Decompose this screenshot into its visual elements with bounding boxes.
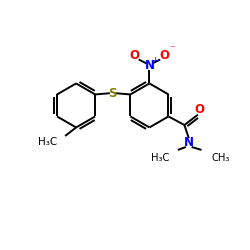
Text: N: N <box>184 136 194 149</box>
Text: ⁻: ⁻ <box>170 45 175 55</box>
Text: CH₃: CH₃ <box>212 153 230 163</box>
Text: O: O <box>195 103 205 116</box>
Text: O: O <box>129 49 139 62</box>
Text: +: + <box>151 56 158 65</box>
Text: N: N <box>144 59 154 72</box>
Text: H₃C: H₃C <box>38 137 57 147</box>
Text: S: S <box>108 87 117 100</box>
Text: O: O <box>160 49 170 62</box>
Text: H₃C: H₃C <box>151 153 169 163</box>
